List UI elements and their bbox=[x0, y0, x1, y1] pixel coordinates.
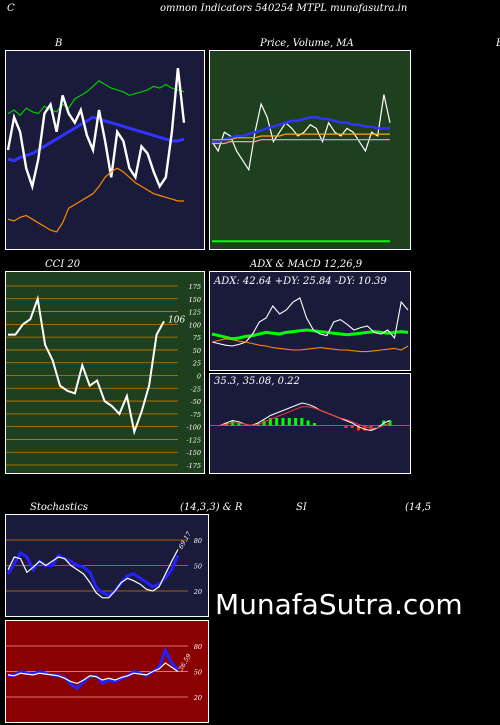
stochastics-series-line-0 bbox=[6, 550, 180, 597]
williams-r-series-line-1 bbox=[7, 662, 179, 685]
stochastics-title: Stochastics bbox=[30, 502, 88, 513]
header-left-letter: C bbox=[7, 3, 15, 14]
williams-r-tick-label: 80 bbox=[194, 643, 202, 651]
header-title: ommon Indicators 540254 MTPL munafasutra… bbox=[160, 3, 408, 14]
cci-tick-label: -150 bbox=[186, 449, 201, 457]
adx-chart bbox=[210, 272, 410, 370]
stochastics-params: (14,3,3) & R bbox=[180, 502, 243, 513]
cci-tick-label: -50 bbox=[191, 398, 201, 406]
cci-tick-label: 25 bbox=[192, 360, 201, 368]
macd-series-line-1 bbox=[219, 406, 391, 429]
price-ma-title: Price, Volume, MA bbox=[260, 38, 354, 49]
adx-series-line-2 bbox=[211, 338, 409, 353]
cci-chart: 175 150 125 100 75 50 25 0 -25 -50 -75 -100 -125 -150… bbox=[6, 272, 204, 473]
adx-panel: ADX: 42.64 +DY: 25.84 -DY: 10.39 bbox=[209, 271, 411, 371]
price-ma-series-line-3 bbox=[212, 139, 390, 145]
cci-tick-label: -175 bbox=[186, 462, 201, 470]
cci-tick-label: 125 bbox=[189, 309, 201, 317]
cci-tick-label: 150 bbox=[189, 296, 201, 304]
cci-title: CCI 20 bbox=[45, 259, 81, 270]
cci-tick-label: 175 bbox=[189, 283, 201, 291]
bollinger-title: B bbox=[55, 38, 63, 49]
adx-background bbox=[210, 272, 410, 370]
cci-tick-label: 50 bbox=[193, 347, 201, 355]
adx-title: ADX & MACD 12,26,9 bbox=[250, 259, 363, 270]
bollinger-panel bbox=[5, 50, 205, 250]
williams-r-tick-label: 20 bbox=[193, 694, 202, 702]
macd-chart bbox=[210, 374, 410, 473]
cci-panel: 175 150 125 100 75 50 25 0 -25 -50 -75 -100 -125 -150… bbox=[5, 271, 205, 474]
cci-line bbox=[8, 294, 165, 436]
cci-tick-label: -75 bbox=[191, 411, 201, 419]
cci-tick-label: 75 bbox=[193, 334, 201, 342]
price-ma-series-line-1 bbox=[212, 115, 390, 143]
rsi-params: (14,5 bbox=[405, 502, 432, 513]
bollinger-series-line-1 bbox=[7, 115, 185, 163]
cci-tick-label: -125 bbox=[186, 436, 201, 444]
williams-r-panel: 80 50 20 36.59 bbox=[5, 620, 209, 723]
price-ma-series-line-2 bbox=[212, 133, 390, 141]
price-ma-panel bbox=[209, 50, 411, 250]
adx-series-line-0 bbox=[211, 328, 409, 341]
cci-tick-label: 100 bbox=[189, 321, 201, 329]
watermark-text: MunafaSutra.com bbox=[215, 588, 463, 621]
stochastics-tick-label: 20 bbox=[193, 588, 202, 596]
cci-last-value-label: 106 bbox=[168, 315, 185, 325]
stochastics-tick-label: 80 bbox=[194, 537, 202, 545]
cci-tick-label: 0 bbox=[197, 373, 201, 381]
williams-r-tick-label: 50 bbox=[194, 669, 202, 677]
stochastics-series-line-1 bbox=[7, 549, 179, 599]
macd-readout: 35.3, 35.08, 0.22 bbox=[214, 376, 300, 387]
adx-readout: ADX: 42.64 +DY: 25.84 -DY: 10.39 bbox=[214, 276, 387, 287]
rsi-title: SI bbox=[296, 502, 307, 513]
cci-tick-label: -25 bbox=[191, 385, 201, 393]
bollinger-series-line-3 bbox=[7, 167, 184, 233]
bollinger-chart bbox=[6, 51, 204, 249]
bollinger-series-line-0 bbox=[7, 80, 185, 117]
price-ma-background bbox=[210, 51, 410, 249]
edge-mark-letter: B bbox=[496, 38, 500, 49]
stochastics-tick-label: 50 bbox=[194, 563, 202, 571]
price-ma-chart bbox=[210, 51, 410, 249]
stochastics-panel: 80 50 20 69.17 bbox=[5, 514, 209, 617]
macd-panel: 35.3, 35.08, 0.22 bbox=[209, 373, 411, 474]
bollinger-series-line-2 bbox=[6, 67, 186, 191]
cci-tick-label: -100 bbox=[186, 424, 201, 432]
